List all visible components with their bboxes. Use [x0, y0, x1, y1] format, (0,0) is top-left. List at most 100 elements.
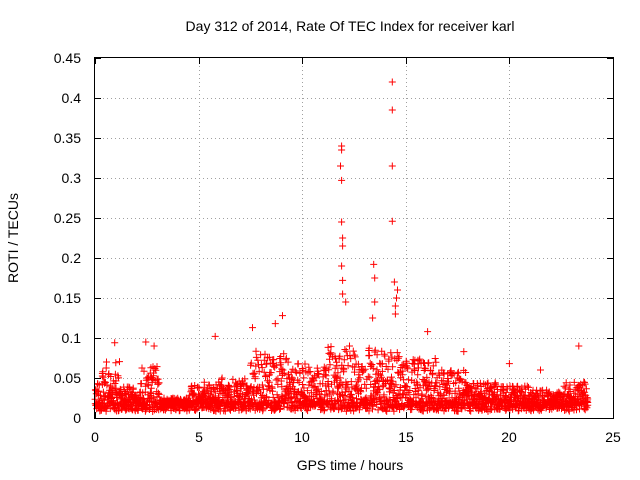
data-point [152, 366, 160, 374]
data-point [378, 367, 386, 375]
data-point [125, 383, 133, 391]
data-point [148, 378, 156, 386]
data-point [339, 276, 347, 284]
data-point [309, 375, 317, 383]
data-point [258, 381, 266, 389]
data-point [294, 360, 302, 368]
data-point [333, 362, 341, 370]
data-point [314, 370, 322, 377]
data-point [388, 217, 396, 225]
data-point [264, 354, 272, 362]
data-point [341, 388, 349, 396]
data-point [142, 338, 150, 346]
data-point [340, 356, 348, 364]
data-point [221, 407, 229, 415]
data-point [264, 377, 272, 385]
data-point [565, 407, 573, 415]
data-point [218, 374, 226, 382]
data-point [393, 349, 401, 357]
data-point [373, 366, 381, 374]
data-point [340, 366, 348, 374]
data-point [388, 78, 396, 86]
chart-title: Day 312 of 2014, Rate Of TEC Index for r… [186, 18, 515, 34]
data-point [432, 358, 440, 366]
data-point [326, 390, 334, 398]
data-point [370, 260, 378, 268]
data-point [505, 360, 513, 368]
data-point [467, 407, 475, 415]
data-point [380, 391, 388, 399]
data-point [381, 352, 389, 360]
data-point [252, 347, 260, 355]
data-point [566, 381, 574, 389]
data-point [369, 401, 377, 409]
data-point [394, 354, 402, 362]
data-point [429, 362, 437, 370]
data-point [518, 384, 526, 392]
data-point [414, 380, 421, 388]
data-point [545, 388, 553, 396]
data-point [440, 369, 447, 377]
data-point [582, 385, 590, 393]
data-point [306, 378, 314, 386]
data-point [395, 353, 403, 361]
data-point [327, 349, 335, 357]
data-point [339, 242, 347, 250]
data-point [502, 388, 510, 396]
data-point [150, 342, 158, 350]
data-point [454, 407, 462, 415]
data-point [425, 359, 433, 367]
data-point [301, 360, 309, 368]
data-point [388, 373, 395, 381]
data-point [322, 372, 330, 380]
y-tick-label: 0 [73, 410, 81, 426]
data-point [429, 371, 437, 379]
data-point [303, 387, 311, 395]
data-point [320, 363, 328, 371]
y-axis-label: ROTI / TECUs [5, 193, 21, 283]
data-point [371, 346, 379, 354]
data-point [382, 406, 390, 414]
data-point [339, 234, 347, 242]
data-point [560, 382, 568, 390]
data-point [296, 369, 304, 377]
data-point [421, 365, 429, 373]
data-point [517, 387, 525, 395]
data-point [261, 350, 269, 358]
plot-frame [94, 57, 614, 419]
data-point [211, 406, 219, 414]
data-point [347, 378, 355, 386]
data-point [523, 382, 531, 390]
data-point [99, 388, 107, 396]
data-point [423, 373, 431, 381]
data-point [339, 290, 347, 298]
data-point [245, 404, 253, 412]
data-point [374, 376, 381, 384]
data-point [365, 351, 373, 359]
data-point [280, 350, 288, 358]
y-tick-label: 0.3 [62, 170, 82, 186]
data-point [388, 162, 396, 170]
data-point [255, 367, 263, 375]
data-point [290, 403, 298, 411]
data-point [267, 369, 275, 377]
data-point [445, 377, 452, 385]
data-point [424, 328, 432, 336]
data-point [102, 407, 110, 415]
data-point [357, 388, 365, 396]
data-point [194, 383, 202, 391]
data-point [378, 360, 386, 368]
data-point [365, 344, 373, 352]
data-point [570, 389, 578, 397]
data-point [391, 302, 399, 310]
data-point [371, 274, 379, 282]
data-point [284, 358, 292, 366]
data-point [300, 374, 308, 382]
data-point [103, 358, 110, 366]
data-point [356, 374, 364, 382]
data-point [338, 262, 346, 270]
data-point [250, 396, 258, 404]
data-point [414, 371, 422, 379]
data-point [385, 357, 393, 365]
data-point [279, 312, 286, 320]
